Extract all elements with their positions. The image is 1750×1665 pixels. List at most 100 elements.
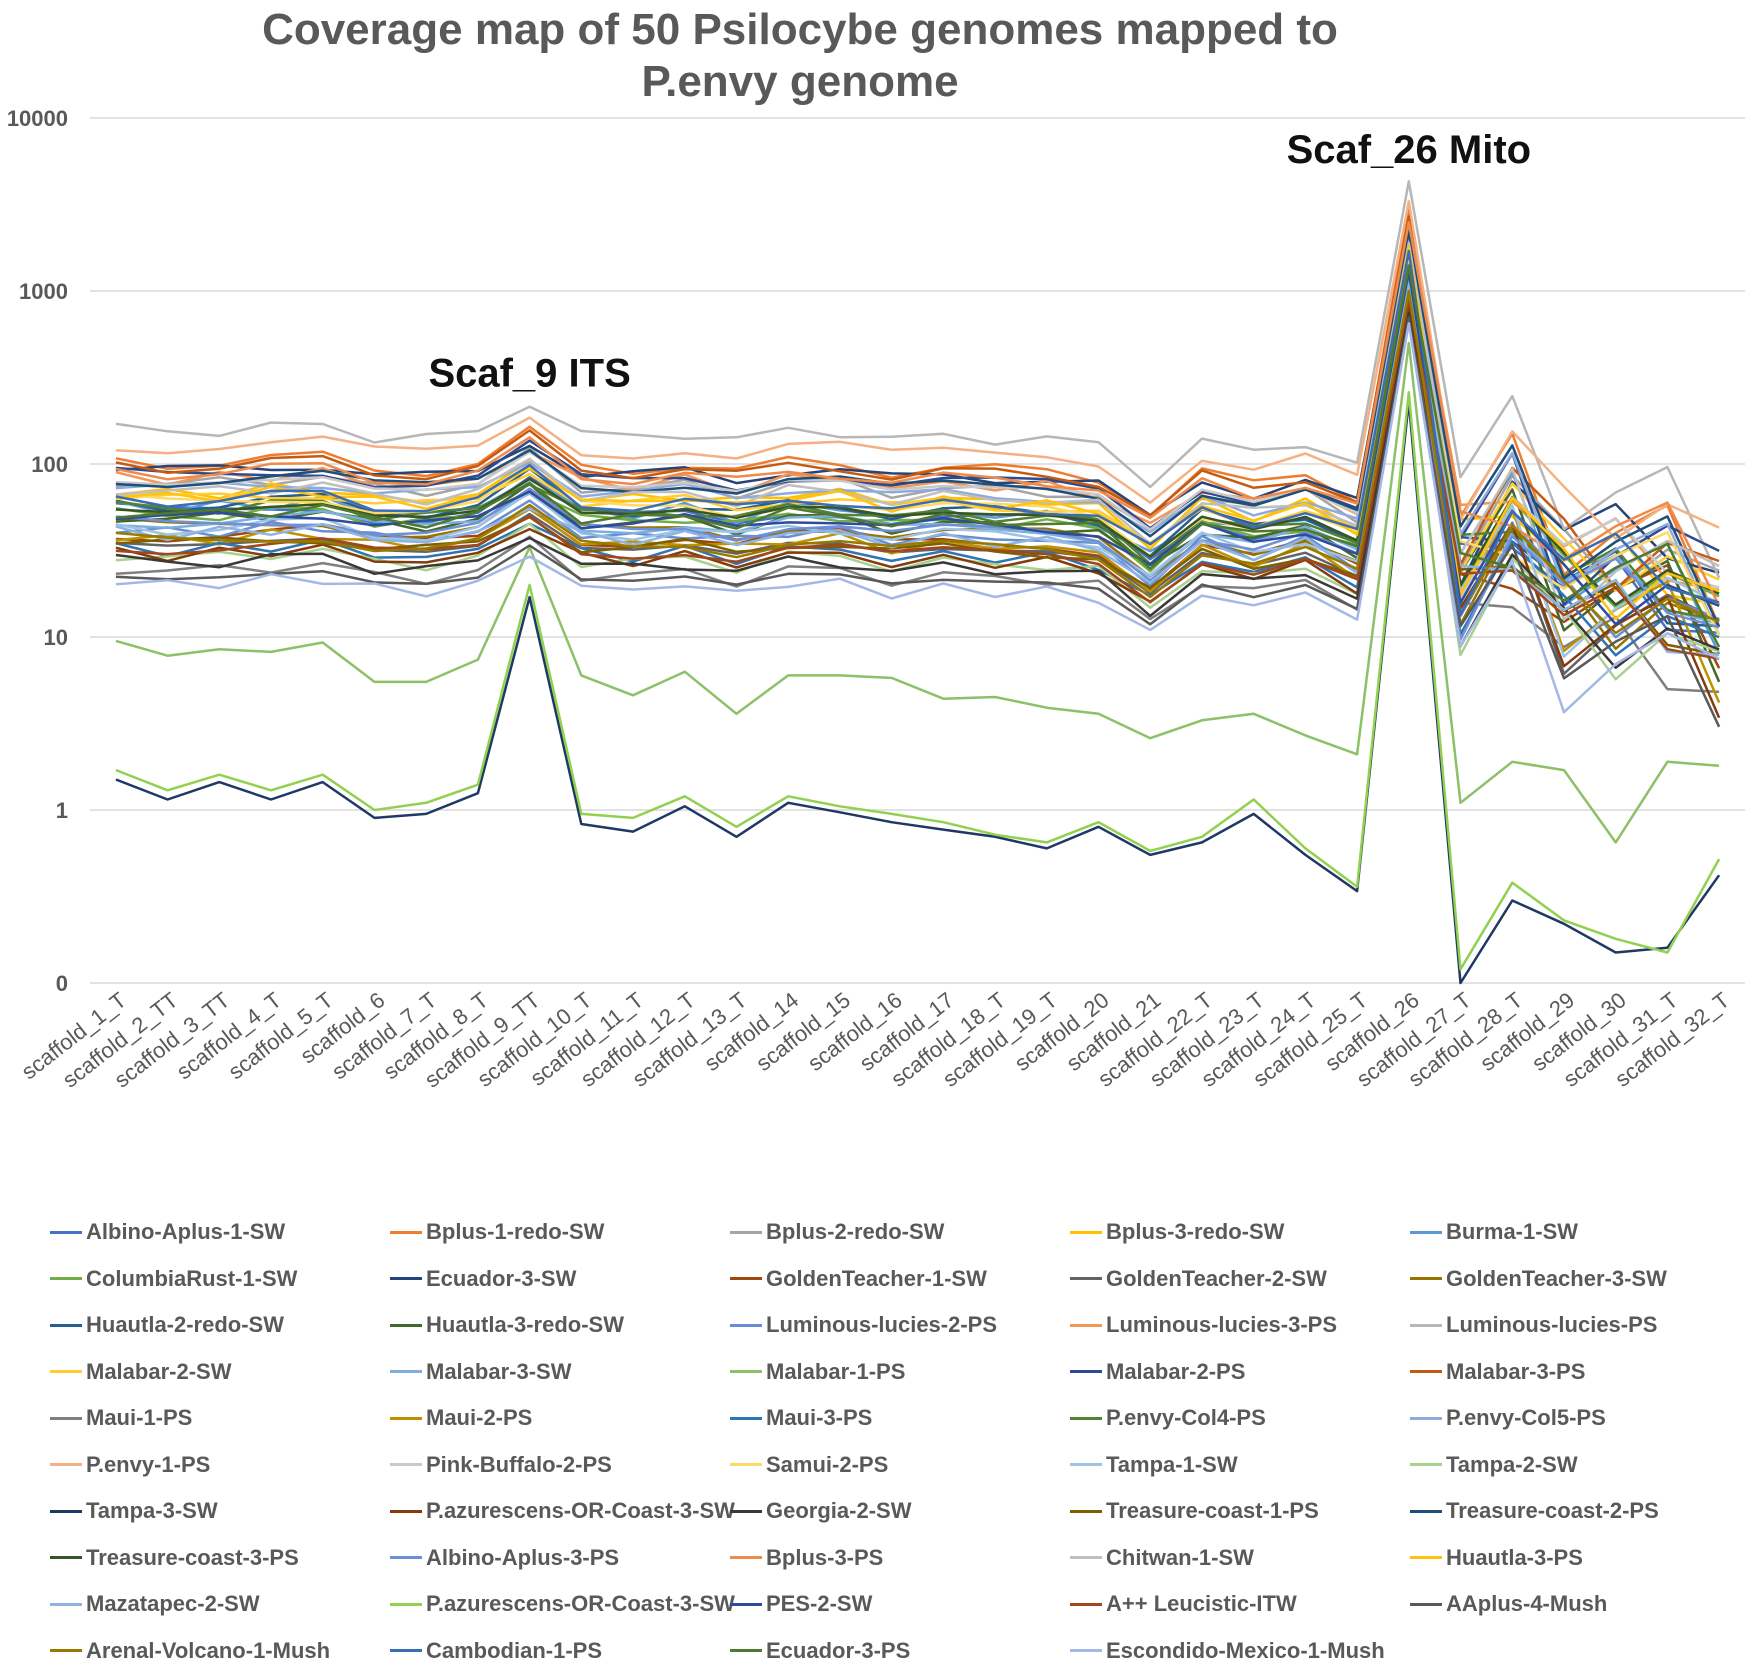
legend-swatch (1410, 1416, 1442, 1420)
series-line (115, 237, 1721, 636)
legend-swatch (730, 1277, 762, 1280)
legend-swatch (50, 1556, 82, 1559)
legend-swatch (1070, 1556, 1102, 1559)
annotation-label: Scaf_26 Mito (1287, 128, 1532, 172)
series-line (115, 282, 1720, 657)
legend-swatch (730, 1556, 762, 1559)
legend-label: Cambodian-1-PS (426, 1637, 603, 1663)
legend-swatch (730, 1509, 762, 1513)
legend-item: Ecuador-3-PS (730, 1637, 910, 1665)
series-lines (115, 180, 1721, 985)
chart-title-line-2: P.envy genome (641, 57, 959, 106)
legend-swatch (730, 1649, 762, 1652)
legend-swatch (390, 1463, 422, 1466)
legend-swatch (50, 1509, 82, 1513)
legend-item: Treasure-coast-2-PS (1410, 1497, 1659, 1525)
legend-swatch (390, 1370, 422, 1373)
legend-label: Malabar-1-PS (766, 1358, 906, 1384)
legend-label: Maui-3-PS (766, 1405, 873, 1430)
legend-swatch (1070, 1416, 1102, 1420)
legend-item: Tampa-2-SW (1410, 1451, 1578, 1479)
legend-item: P.envy-Col5-PS (1410, 1404, 1606, 1432)
legend-swatch (390, 1556, 422, 1559)
legend-swatch (730, 1463, 762, 1466)
legend-item: Tampa-3-SW (50, 1497, 218, 1525)
legend-swatch (50, 1416, 82, 1420)
legend-item: Bplus-3-PS (730, 1544, 883, 1572)
legend-item: Mazatapec-2-SW (50, 1590, 260, 1618)
legend-label: Malabar-2-SW (86, 1358, 232, 1384)
y-tick-label: 1000 (19, 279, 68, 304)
legend-item: Chitwan-1-SW (1070, 1544, 1254, 1572)
legend-label: Bplus-3-redo-SW (1106, 1219, 1285, 1244)
legend-label: ColumbiaRust-1-SW (86, 1265, 298, 1291)
legend-item: Escondido-Mexico-1-Mush (1070, 1637, 1385, 1665)
series-line (115, 230, 1721, 628)
legend-swatch (1070, 1370, 1102, 1373)
legend-swatch (50, 1649, 82, 1652)
legend-item: Luminous-lucies-2-PS (730, 1311, 997, 1339)
legend-label: Ecuador-3-SW (426, 1265, 577, 1291)
legend-label: P.azurescens-OR-Coast-3-SW (426, 1498, 735, 1523)
legend-swatch (1410, 1463, 1442, 1466)
legend-item: Arenal-Volcano-1-Mush (50, 1637, 330, 1665)
legend-item: Maui-3-PS (730, 1404, 872, 1432)
legend-swatch (50, 1230, 82, 1234)
y-tick-label: 10 (44, 625, 68, 650)
chart-title-line-1: Coverage map of 50 Psilocybe genomes map… (262, 5, 1338, 54)
legend-item: Albino-Aplus-1-SW (50, 1218, 285, 1246)
legend-label: Luminous-lucies-PS (1446, 1312, 1658, 1337)
chart-title: Coverage map of 50 Psilocybe genomes map… (0, 0, 1600, 108)
legend-swatch (1410, 1323, 1442, 1327)
legend-swatch (50, 1602, 82, 1606)
annotation-label: Scaf_9 ITS (428, 352, 630, 396)
legend-item: Ecuador-3-SW (390, 1265, 576, 1293)
legend-item: P.envy-Col4-PS (1070, 1404, 1266, 1432)
legend-item: ColumbiaRust-1-SW (50, 1265, 297, 1293)
legend-swatch (390, 1230, 422, 1234)
legend-swatch (390, 1323, 422, 1327)
legend-item: Malabar-2-PS (1070, 1358, 1245, 1386)
legend-label: Bplus-1-redo-SW (426, 1219, 605, 1244)
legend-label: Arenal-Volcano-1-Mush (86, 1637, 331, 1663)
legend-swatch (730, 1323, 762, 1327)
legend-item: Luminous-lucies-PS (1410, 1311, 1657, 1339)
legend-item: PES-2-SW (730, 1590, 872, 1618)
legend-swatch (730, 1416, 762, 1420)
y-tick-label: 10000 (7, 106, 68, 131)
series-line (115, 322, 1720, 714)
x-axis-ticks: scaffold_1_Tscaffold_2_TTscaffold_3_TTsc… (17, 987, 1735, 1092)
legend-swatch (390, 1602, 422, 1606)
legend-item: Luminous-lucies-3-PS (1070, 1311, 1337, 1339)
legend-label: Georgia-2-SW (766, 1498, 912, 1523)
legend-swatch (390, 1509, 422, 1513)
legend-label: Escondido-Mexico-1-Mush (1106, 1637, 1385, 1663)
legend-item: Samui-2-PS (730, 1451, 888, 1479)
legend-item: Treasure-coast-1-PS (1070, 1497, 1319, 1525)
legend-item: GoldenTeacher-3-SW (1410, 1265, 1667, 1293)
legend-label: PES-2-SW (766, 1591, 873, 1616)
legend-item: Huautla-2-redo-SW (50, 1311, 284, 1339)
legend-item: Pink-Buffalo-2-PS (390, 1451, 612, 1479)
legend-item: Malabar-3-PS (1410, 1358, 1585, 1386)
legend-item: A++ Leucistic-ITW (1070, 1590, 1297, 1618)
legend-swatch (50, 1463, 82, 1466)
legend-label: Chitwan-1-SW (1106, 1544, 1254, 1570)
legend-swatch (1410, 1230, 1442, 1234)
legend-swatch (1410, 1556, 1442, 1559)
series-line (115, 390, 1721, 971)
legend-item: Bplus-3-redo-SW (1070, 1218, 1284, 1246)
legend-swatch (1070, 1649, 1102, 1652)
legend-label: Samui-2-PS (766, 1451, 889, 1477)
series-line (115, 249, 1720, 617)
legend-label: A++ Leucistic-ITW (1106, 1591, 1297, 1616)
legend-item: Albino-Aplus-3-PS (390, 1544, 619, 1572)
legend-label: Maui-1-PS (86, 1405, 193, 1430)
legend-swatch (1070, 1509, 1102, 1513)
series-line (115, 341, 1720, 844)
y-tick-label: 100 (31, 452, 68, 477)
legend-label: Huautla-3-PS (1446, 1544, 1583, 1570)
legend-swatch (1070, 1602, 1102, 1606)
legend-label: Pink-Buffalo-2-PS (426, 1451, 612, 1477)
